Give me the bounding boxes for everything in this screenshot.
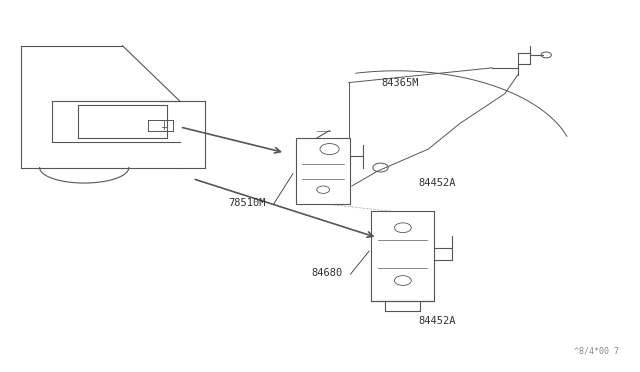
Text: 84452A: 84452A xyxy=(419,317,456,327)
Text: 84365M: 84365M xyxy=(381,78,419,88)
Text: 84452A: 84452A xyxy=(419,178,456,188)
Text: 78510M: 78510M xyxy=(228,198,266,208)
Text: ^8/4*00 7: ^8/4*00 7 xyxy=(575,347,620,356)
Text: 84680: 84680 xyxy=(311,269,342,279)
